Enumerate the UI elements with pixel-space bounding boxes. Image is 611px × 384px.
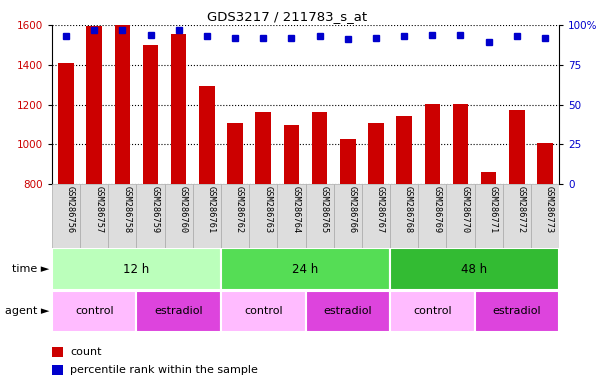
Text: 48 h: 48 h — [461, 263, 488, 276]
Text: agent ►: agent ► — [4, 306, 49, 316]
Bar — [312, 112, 327, 184]
Text: control: control — [75, 306, 114, 316]
Text: GSM286761: GSM286761 — [207, 186, 216, 233]
Bar — [277, 184, 306, 248]
Bar — [418, 184, 447, 248]
Bar — [306, 184, 334, 248]
Text: GSM286763: GSM286763 — [263, 186, 273, 233]
Text: GSM286773: GSM286773 — [545, 186, 554, 233]
Text: control: control — [244, 306, 282, 316]
Bar — [397, 116, 412, 184]
Bar — [227, 122, 243, 184]
Bar — [537, 144, 553, 184]
Bar — [447, 184, 475, 248]
Bar — [340, 139, 356, 184]
Bar — [453, 104, 468, 184]
Text: GSM286759: GSM286759 — [150, 186, 159, 233]
Text: GDS3217 / 211783_s_at: GDS3217 / 211783_s_at — [207, 10, 367, 23]
Text: GSM286769: GSM286769 — [433, 186, 441, 233]
Bar — [368, 122, 384, 184]
Bar — [136, 291, 221, 332]
Text: 24 h: 24 h — [293, 263, 318, 276]
Bar — [255, 112, 271, 184]
Bar — [306, 291, 390, 332]
Bar — [136, 184, 164, 248]
Bar — [503, 184, 531, 248]
Text: GSM286772: GSM286772 — [517, 186, 526, 233]
Bar — [171, 34, 186, 184]
Bar — [52, 291, 136, 332]
Bar — [52, 365, 63, 376]
Text: GSM286771: GSM286771 — [489, 186, 497, 233]
Bar — [390, 184, 418, 248]
Bar — [52, 184, 80, 248]
Bar — [58, 63, 74, 184]
Bar — [334, 184, 362, 248]
Bar — [199, 86, 214, 184]
Text: GSM286762: GSM286762 — [235, 186, 244, 233]
Text: estradiol: estradiol — [323, 306, 372, 316]
Text: GSM286757: GSM286757 — [94, 186, 103, 233]
Text: count: count — [70, 347, 102, 357]
Bar — [475, 184, 503, 248]
Text: GSM286768: GSM286768 — [404, 186, 413, 233]
Bar — [52, 248, 221, 290]
Bar — [249, 184, 277, 248]
Text: percentile rank within the sample: percentile rank within the sample — [70, 365, 258, 375]
Bar — [108, 184, 136, 248]
Bar — [221, 291, 306, 332]
Bar — [164, 184, 193, 248]
Bar — [390, 248, 559, 290]
Bar — [509, 109, 525, 184]
Bar — [390, 291, 475, 332]
Bar — [221, 248, 390, 290]
Bar — [531, 184, 559, 248]
Bar — [115, 25, 130, 184]
Text: control: control — [413, 306, 452, 316]
Text: time ►: time ► — [12, 264, 49, 274]
Bar — [481, 172, 496, 184]
Bar — [362, 184, 390, 248]
Bar — [86, 26, 102, 184]
Text: GSM286765: GSM286765 — [320, 186, 329, 233]
Text: GSM286764: GSM286764 — [291, 186, 301, 233]
Bar — [221, 184, 249, 248]
Text: GSM286766: GSM286766 — [348, 186, 357, 233]
Bar — [425, 104, 440, 184]
Bar — [284, 124, 299, 184]
Bar — [475, 291, 559, 332]
Text: GSM286760: GSM286760 — [179, 186, 188, 233]
Bar — [52, 346, 63, 357]
Text: GSM286758: GSM286758 — [122, 186, 131, 233]
Text: estradiol: estradiol — [155, 306, 203, 316]
Bar — [80, 184, 108, 248]
Bar — [143, 45, 158, 184]
Text: estradiol: estradiol — [492, 306, 541, 316]
Text: GSM286767: GSM286767 — [376, 186, 385, 233]
Bar — [193, 184, 221, 248]
Text: GSM286770: GSM286770 — [461, 186, 469, 233]
Text: GSM286756: GSM286756 — [66, 186, 75, 233]
Text: 12 h: 12 h — [123, 263, 150, 276]
